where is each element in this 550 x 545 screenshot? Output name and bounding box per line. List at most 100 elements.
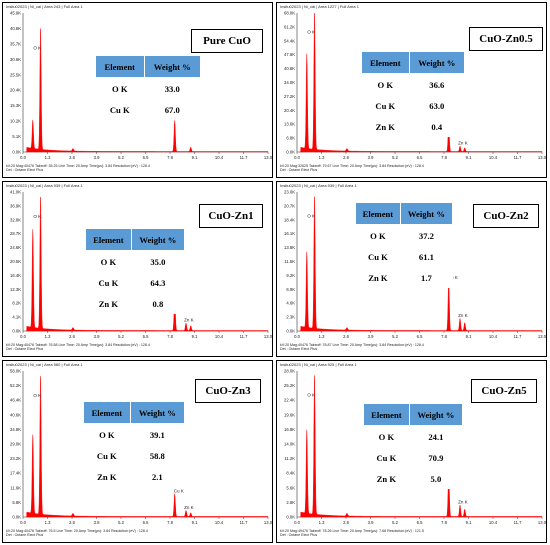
x-tick-label: 0.0 <box>294 520 300 525</box>
y-tick-label: 58.0K <box>10 369 21 374</box>
col-header-element: Element <box>95 55 145 78</box>
peak-label-o: O K <box>307 392 315 397</box>
x-tick-label: 9.1 <box>466 155 472 160</box>
table-row: Cu K 61.1 <box>355 246 453 267</box>
spectrum-trace <box>25 376 269 518</box>
spectrum-panel-cuo-zn3: Insitu02023 | Ni_cal | Area 560 | Full A… <box>2 360 273 543</box>
y-tick-label: 24.6K <box>10 245 21 250</box>
y-tick-label: 41.0K <box>10 190 21 195</box>
panel-label: Pure CuO <box>191 29 263 53</box>
x-tick-label: 2.6 <box>343 334 349 339</box>
peak-label-cu: Cu K <box>448 275 458 280</box>
x-tick-label: 1.3 <box>319 155 325 160</box>
weight-table: Element Weight % O K 37.2 Cu K 61.1 Zn K 1.… <box>355 202 454 288</box>
y-tick-label: 36.9K <box>10 203 21 208</box>
weight-cell: 61.1 <box>400 246 453 267</box>
panel-label: CuO-Zn3 <box>195 379 261 403</box>
table-row: Zn K 1.7 <box>355 267 453 288</box>
weight-cell: 63.0 <box>409 95 465 116</box>
y-tick-label: 16.8K <box>284 427 295 432</box>
x-tick-label: 5.2 <box>118 520 124 525</box>
footer-line-2: Det : Octane Elect Plus <box>280 347 318 352</box>
x-tick-label: 11.7 <box>514 334 523 339</box>
footer-line-2: Det : Octane Elect Plus <box>6 168 44 173</box>
table-row: Cu K 63.0 <box>361 95 465 116</box>
x-tick-label: 5.2 <box>392 334 398 339</box>
peak-label-zn: Zn K <box>184 318 194 323</box>
x-tick-label: 13.0 <box>538 520 547 525</box>
y-tick-label: 5.1K <box>12 134 21 139</box>
y-tick-label: 40.8K <box>10 26 21 31</box>
weight-cell: 5.0 <box>409 468 463 489</box>
spectrum-trace <box>299 375 543 518</box>
x-tick-label: 6.5 <box>417 520 423 525</box>
spectrum-panel-pure-cuo: Insitu02023 | Ni_cal | Area 243 | Full A… <box>2 2 273 178</box>
panel-footer: kV:20 Mag:40476 Takeoff: 78.87 Live Time… <box>280 343 424 352</box>
y-tick-label: 10.2K <box>10 119 21 124</box>
x-tick-label: 5.2 <box>392 155 398 160</box>
x-tick-label: 6.5 <box>143 155 149 160</box>
y-tick-label: 30.6K <box>10 57 21 62</box>
spectrum-plot: 28.0K 25.2K 22.4K 19.6K 16.8K 14.0K 11.2K 8.4K 5… <box>284 369 547 526</box>
y-tick-label: 8.2K <box>12 301 21 306</box>
y-tick-label: 28.0K <box>284 369 295 374</box>
peak-label-o: O K <box>307 29 315 34</box>
x-tick-label: 10.4 <box>489 520 498 525</box>
y-tick-label: 8.4K <box>286 471 295 476</box>
element-cell: Cu K <box>361 95 410 116</box>
panel-header: Insitu02023 | Ni_cal | Area 939 | Full A… <box>6 183 83 188</box>
x-tick-label: 5.2 <box>118 155 124 160</box>
weight-table: Element Weight % O K 35.0 Cu K 64.3 Zn K 0.… <box>85 228 186 314</box>
y-tick-label: 20.5K <box>10 259 21 264</box>
table-row: Cu K 70.9 <box>363 447 463 468</box>
y-tick-label: 25.5K <box>10 72 21 77</box>
weight-cell: 0.8 <box>131 293 185 314</box>
footer-line-1: kV:20 Mag:32625 Takeoff: 79.67 Live Time… <box>280 164 424 168</box>
x-tick-label: 2.6 <box>69 520 75 525</box>
y-tick-label: 9.2K <box>286 273 295 278</box>
y-tick-label: 11.2K <box>284 456 295 461</box>
y-tick-label: 4.6K <box>286 301 295 306</box>
element-cell: O K <box>363 425 410 447</box>
x-tick-label: 1.3 <box>319 334 325 339</box>
x-tick-label: 1.3 <box>45 334 51 339</box>
y-tick-label: 5.6K <box>286 485 295 490</box>
y-tick-label: 6.9K <box>286 287 295 292</box>
x-tick-label: 13.0 <box>264 155 273 160</box>
panel-header: Insitu02023 | Ni_cal | Area 939 | Full A… <box>280 183 357 188</box>
element-cell: O K <box>85 250 132 272</box>
y-tick-label: 20.4K <box>10 88 21 93</box>
table-row: O K 39.1 <box>83 423 185 445</box>
peak-label-zn: Zn K <box>458 313 468 318</box>
y-tick-label: 15.3K <box>10 103 21 108</box>
weight-cell: 70.9 <box>409 447 463 468</box>
y-tick-label: 0.0K <box>12 329 21 334</box>
table-row: O K 33.0 <box>95 77 201 99</box>
y-tick-label: 46.4K <box>10 398 21 403</box>
element-cell: Zn K <box>361 116 410 137</box>
panel-footer: kV:20 Mag:40476 Takeoff: 76.5 Live Time:… <box>6 529 148 538</box>
y-tick-label: 14.0K <box>284 442 295 447</box>
y-tick-label: 34.8K <box>10 427 21 432</box>
x-tick-label: 11.7 <box>514 520 523 525</box>
table-header-row: Element Weight % <box>95 55 202 78</box>
y-tick-label: 5.8K <box>12 500 21 505</box>
weight-cell: 36.6 <box>409 73 465 95</box>
x-tick-label: 3.9 <box>368 155 374 160</box>
footer-line-1: kV:20 Mag:40476 Takeoff: 78.87 Live Time… <box>280 343 424 347</box>
y-tick-label: 0.0K <box>12 150 21 155</box>
x-tick-label: 11.7 <box>514 155 523 160</box>
y-tick-label: 25.2K <box>284 383 295 388</box>
footer-line-1: kV:20 Mag:49476 Takeoff: 78.26 Live Time… <box>280 529 424 533</box>
x-tick-label: 13.0 <box>264 520 273 525</box>
spectrum-trace <box>25 197 269 332</box>
x-tick-label: 11.7 <box>240 155 249 160</box>
x-tick-label: 0.0 <box>20 155 26 160</box>
element-cell: O K <box>95 77 145 99</box>
y-tick-label: 11.5K <box>284 259 295 264</box>
weight-cell: 64.3 <box>131 272 185 293</box>
x-tick-label: 0.0 <box>20 334 26 339</box>
y-tick-label: 34.0K <box>284 80 295 85</box>
table-row: O K 35.0 <box>85 250 185 272</box>
weight-cell: 33.0 <box>144 77 201 99</box>
